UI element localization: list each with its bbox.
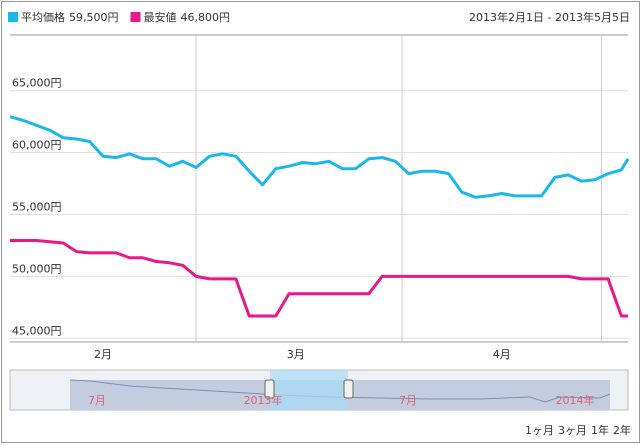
y-tick-label: 45,000円: [12, 324, 62, 337]
legend-value: 46,800円: [181, 11, 231, 24]
series-line: [9, 115, 630, 199]
legend-name: 平均価格: [21, 10, 65, 24]
range-button[interactable]: 1年: [591, 423, 609, 437]
range-button[interactable]: 2年: [613, 423, 631, 437]
range-button[interactable]: 3ヶ月: [558, 424, 587, 437]
legend-swatch: [8, 12, 18, 22]
x-tick-label: 4月: [493, 348, 511, 361]
x-tick-label: 2月: [94, 348, 112, 361]
navigator-handle[interactable]: [264, 379, 275, 399]
y-tick-label: 65,000円: [12, 77, 62, 90]
navigator-selection[interactable]: [270, 370, 348, 410]
navigator-label: 2014年: [556, 393, 595, 407]
navigator-label: 7月: [399, 394, 417, 407]
date-range: 2013年2月1日 - 2013年5月5日: [469, 10, 630, 24]
legend-name: 最安値: [144, 10, 177, 24]
x-tick-label: 3月: [287, 348, 305, 361]
navigator-label: 2013年: [244, 393, 283, 407]
y-tick-label: 50,000円: [12, 262, 62, 275]
navigator: [9, 369, 629, 411]
legend-value: 59,500円: [69, 11, 119, 24]
navigator-label: 7月: [88, 394, 106, 407]
navigator-handle[interactable]: [343, 379, 354, 399]
range-button[interactable]: 1ヶ月: [525, 424, 554, 437]
navigator-line: [69, 379, 611, 403]
y-tick-label: 55,000円: [12, 200, 62, 213]
legend-swatch: [130, 12, 141, 22]
y-tick-label: 60,000円: [12, 139, 62, 152]
series-line: [10, 239, 628, 318]
